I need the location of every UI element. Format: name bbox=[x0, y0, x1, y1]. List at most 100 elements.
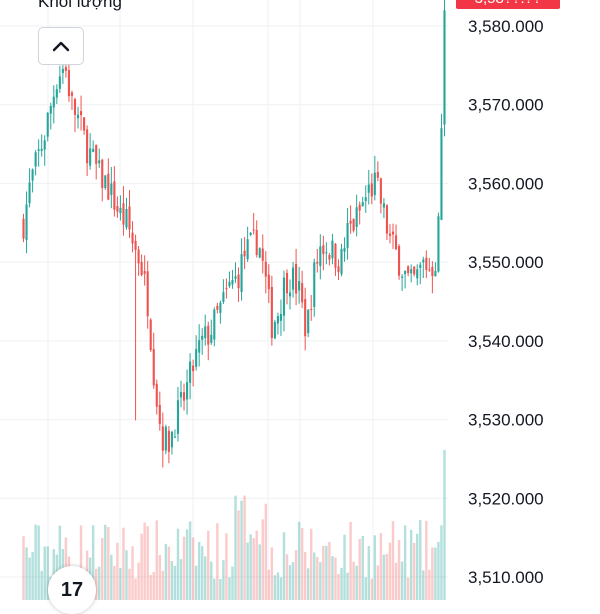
candle-body bbox=[419, 264, 422, 269]
candle-body bbox=[173, 436, 177, 438]
candle-body bbox=[258, 248, 261, 258]
candle-body bbox=[210, 334, 213, 343]
volume-bar bbox=[210, 561, 213, 600]
candle-body bbox=[298, 281, 301, 291]
volume-bar bbox=[131, 546, 134, 600]
candle-body bbox=[170, 431, 173, 448]
y-tick-label: 3,530.000 bbox=[468, 411, 544, 430]
candle-body bbox=[295, 263, 298, 294]
volume-bar bbox=[376, 565, 380, 600]
candle-body bbox=[407, 266, 410, 274]
candle-body bbox=[110, 183, 113, 195]
volume-bar bbox=[255, 530, 258, 600]
candle-body bbox=[122, 203, 125, 225]
volume-bar bbox=[213, 578, 216, 600]
candle-body bbox=[101, 159, 104, 188]
candle-body bbox=[367, 184, 370, 193]
collapse-volume-button[interactable] bbox=[38, 27, 84, 65]
candle-body bbox=[373, 172, 376, 196]
volume-bar bbox=[231, 566, 234, 600]
volume-bar bbox=[161, 570, 165, 600]
volume-bar bbox=[122, 527, 125, 600]
volume-bar bbox=[397, 540, 401, 600]
volume-bar bbox=[294, 550, 298, 600]
volume-bar bbox=[40, 570, 43, 600]
candle-body bbox=[116, 206, 119, 212]
y-tick-label: 3,580.000 bbox=[468, 17, 544, 36]
volume-bar bbox=[409, 529, 413, 600]
volume-bar bbox=[440, 525, 443, 600]
volume-bar bbox=[310, 528, 313, 600]
candle-body bbox=[382, 203, 385, 208]
candle-body bbox=[391, 231, 395, 235]
candle-body bbox=[440, 128, 443, 220]
volume-bar bbox=[28, 557, 31, 600]
volume-bar bbox=[185, 529, 189, 600]
y-tick-label: 3,520.000 bbox=[468, 489, 544, 508]
candle-body bbox=[134, 240, 137, 250]
candle-body bbox=[161, 426, 164, 451]
volume-bar bbox=[282, 532, 286, 600]
volume-bar bbox=[400, 561, 404, 600]
volume-bar bbox=[443, 450, 446, 600]
volume-bar bbox=[355, 565, 358, 600]
volume-bar bbox=[149, 574, 152, 600]
candle-body bbox=[40, 148, 43, 151]
volume-bar bbox=[143, 522, 146, 600]
volume-bar bbox=[58, 525, 62, 600]
candle-body bbox=[237, 274, 240, 289]
candle-body bbox=[25, 204, 28, 241]
candle-body bbox=[346, 223, 349, 248]
volume-bar bbox=[379, 533, 383, 600]
candle-body bbox=[394, 235, 398, 250]
candle-body bbox=[76, 114, 80, 119]
volume-bar bbox=[403, 525, 407, 600]
candle-body bbox=[37, 149, 40, 151]
volume-bar bbox=[382, 554, 386, 600]
volume-bar bbox=[419, 520, 422, 600]
candle-body bbox=[222, 292, 225, 302]
candle-body bbox=[107, 173, 110, 200]
candle-body bbox=[325, 252, 328, 254]
tradingview-logo[interactable]: 17 bbox=[48, 566, 96, 614]
volume-bar bbox=[434, 547, 437, 600]
y-tick-label: 3,550.000 bbox=[468, 253, 544, 272]
volume-bar bbox=[303, 551, 307, 600]
volume-bar bbox=[261, 519, 264, 600]
candle-body bbox=[131, 232, 134, 244]
candle-body bbox=[95, 144, 98, 164]
candle-body bbox=[176, 400, 180, 434]
volume-bar bbox=[316, 556, 319, 600]
candle-body bbox=[304, 299, 307, 337]
volume-bar bbox=[170, 561, 174, 600]
volume-bar bbox=[204, 556, 207, 600]
candle-body bbox=[34, 152, 37, 167]
volume-bar bbox=[98, 566, 101, 600]
candle-body bbox=[270, 287, 273, 339]
volume-bar bbox=[25, 547, 28, 600]
candle-body bbox=[49, 106, 52, 114]
y-tick-label: 3,570.000 bbox=[468, 96, 544, 115]
volume-bar bbox=[416, 533, 419, 600]
candle-body bbox=[155, 383, 158, 407]
candle-body bbox=[273, 321, 276, 339]
volume-bar bbox=[273, 575, 277, 600]
candle-body bbox=[113, 181, 116, 210]
candle-body bbox=[201, 335, 204, 340]
volume-bar bbox=[412, 542, 416, 600]
candle-body bbox=[264, 261, 267, 277]
candle-body bbox=[340, 248, 343, 275]
volume-bar bbox=[167, 546, 171, 600]
candle-body bbox=[179, 392, 183, 398]
candle-body bbox=[192, 365, 195, 372]
volume-bar bbox=[319, 562, 322, 600]
candle-body bbox=[291, 267, 295, 290]
volume-bar bbox=[291, 562, 295, 600]
volume-bar bbox=[113, 565, 116, 600]
volume-bar bbox=[134, 578, 137, 600]
candle-body bbox=[92, 148, 95, 153]
volume-bar bbox=[331, 556, 334, 600]
volume-bar bbox=[325, 545, 328, 600]
candle-body bbox=[70, 92, 74, 96]
volume-bar bbox=[270, 547, 274, 600]
